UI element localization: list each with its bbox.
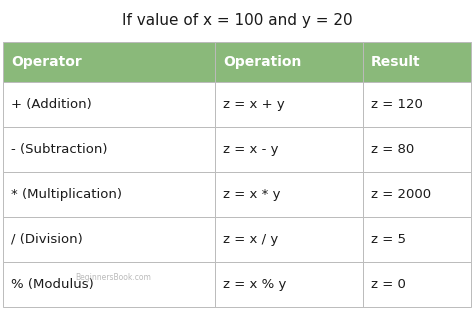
Bar: [215, 82, 363, 127]
Bar: [215, 127, 363, 172]
Bar: [3, 262, 215, 307]
Text: - (Subtraction): - (Subtraction): [11, 143, 108, 156]
Text: z = 0: z = 0: [371, 278, 406, 291]
Text: z = x / y: z = x / y: [223, 233, 278, 246]
Bar: [3, 42, 215, 82]
Text: z = x * y: z = x * y: [223, 188, 281, 201]
Text: Result: Result: [371, 55, 420, 69]
Text: z = x + y: z = x + y: [223, 98, 285, 111]
Text: z = x - y: z = x - y: [223, 143, 279, 156]
Text: Operator: Operator: [11, 55, 82, 69]
Bar: [363, 127, 471, 172]
Bar: [3, 127, 215, 172]
Bar: [215, 172, 363, 217]
Text: z = 80: z = 80: [371, 143, 414, 156]
Bar: [3, 172, 215, 217]
Text: z = x % y: z = x % y: [223, 278, 286, 291]
Text: + (Addition): + (Addition): [11, 98, 92, 111]
Bar: [363, 82, 471, 127]
Bar: [215, 262, 363, 307]
Text: Operation: Operation: [223, 55, 301, 69]
Bar: [3, 82, 215, 127]
Text: z = 120: z = 120: [371, 98, 423, 111]
Text: z = 2000: z = 2000: [371, 188, 431, 201]
Bar: [363, 172, 471, 217]
Text: BeginnersBook.com: BeginnersBook.com: [75, 273, 151, 282]
Text: If value of x = 100 and y = 20: If value of x = 100 and y = 20: [122, 13, 352, 28]
Text: z = 5: z = 5: [371, 233, 406, 246]
Bar: [363, 262, 471, 307]
Bar: [215, 42, 363, 82]
Bar: [363, 217, 471, 262]
Text: % (Modulus): % (Modulus): [11, 278, 94, 291]
Bar: [215, 217, 363, 262]
Text: * (Multiplication): * (Multiplication): [11, 188, 122, 201]
Text: / (Division): / (Division): [11, 233, 83, 246]
Bar: [363, 42, 471, 82]
Bar: [3, 217, 215, 262]
